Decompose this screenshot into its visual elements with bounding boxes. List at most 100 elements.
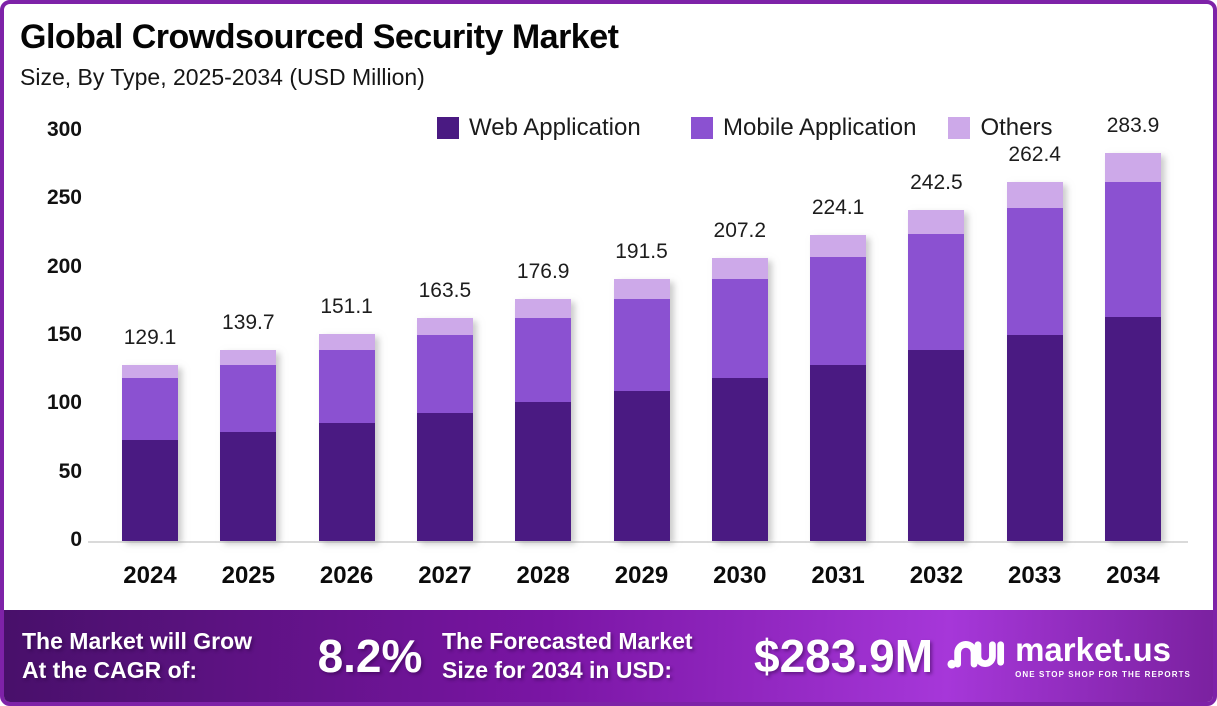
- legend-label-web-application: Web Application: [469, 114, 641, 141]
- bar-2026: [318, 334, 375, 541]
- bar-2034: [1105, 153, 1161, 541]
- legend-item-web-application: Web Application: [437, 114, 659, 142]
- bar-segment-mobile-application: [613, 298, 670, 391]
- bar-segment-mobile-application: [1006, 207, 1063, 336]
- market-us-logo: market.us ONE STOP SHOP FOR THE REPORTS: [947, 632, 1191, 681]
- bar-segment-mobile-application: [1105, 181, 1161, 317]
- page-title: Global Crowdsourced Security Market: [20, 18, 619, 56]
- bar-2033: [1006, 182, 1063, 541]
- market-us-logo-tagline: ONE STOP SHOP FOR THE REPORTS: [1015, 670, 1191, 679]
- x-axis-year-label: 2026: [319, 562, 374, 589]
- cagr-label: The Market will Grow At the CAGR of:: [22, 627, 304, 685]
- x-axis-line: [88, 541, 1188, 543]
- bar-total-label: 262.4: [1008, 143, 1061, 167]
- y-axis-tick-label: 0: [70, 528, 82, 551]
- bar-2028: [515, 299, 572, 541]
- bar-total-label: 283.9: [1106, 114, 1160, 137]
- forecast-label-line1: The Forecasted Market: [442, 628, 693, 655]
- bar-total-label: 176.9: [516, 260, 570, 284]
- x-axis-year-label: 2024: [123, 562, 177, 589]
- bar-segment-others: [416, 317, 473, 336]
- footer-banner: The Market will Grow At the CAGR of: 8.2…: [4, 610, 1213, 702]
- bar-segment-web-application: [1105, 316, 1161, 541]
- bar-segment-web-application: [122, 439, 178, 541]
- y-axis-tick-label: 250: [46, 186, 82, 210]
- cagr-value: 8.2%: [317, 630, 423, 682]
- bar-total-label: 242.5: [910, 170, 963, 194]
- legend-label-others: Others: [980, 114, 1053, 141]
- bar-segment-web-application: [810, 364, 867, 541]
- bar-segment-web-application: [1006, 335, 1063, 541]
- bar-segment-others: [220, 350, 277, 365]
- bar-segment-web-application: [416, 412, 473, 541]
- forecast-label-line2: Size for 2034 in USD:: [442, 657, 673, 683]
- bar-2027: [416, 317, 473, 541]
- legend-swatch-web-application: [437, 117, 459, 139]
- bar-total-label: 163.5: [418, 278, 472, 302]
- bar-segment-mobile-application: [810, 256, 867, 365]
- bar-segment-others: [908, 209, 965, 235]
- x-axis-year-label: 2033: [1007, 562, 1062, 589]
- x-axis-year-label: 2031: [811, 562, 865, 589]
- x-axis-year-label: 2030: [713, 562, 767, 589]
- bar-segment-mobile-application: [711, 278, 768, 379]
- y-axis-tick-label: 300: [46, 118, 82, 141]
- bar-segment-mobile-application: [122, 378, 178, 440]
- bar-segment-mobile-application: [416, 335, 473, 413]
- chart-area: Web Application Mobile Application Others …: [4, 4, 1213, 702]
- bar-segment-web-application: [515, 402, 572, 541]
- header: Global Crowdsourced Security Market Size…: [20, 18, 619, 91]
- bar-total-label: 129.1: [123, 325, 177, 349]
- bar-2032: [908, 209, 965, 541]
- forecast-value: $283.9M: [754, 630, 934, 682]
- bar-segment-mobile-application: [318, 349, 375, 423]
- bar-2031: [810, 234, 867, 541]
- bar-2030: [711, 257, 768, 541]
- y-axis-tick-label: 50: [58, 459, 82, 483]
- bar-segment-web-application: [711, 378, 768, 541]
- bar-segment-mobile-application: [220, 364, 277, 432]
- chart-legend: Web Application Mobile Application Others: [437, 114, 1057, 142]
- cagr-label-line2: At the CAGR of:: [22, 657, 198, 683]
- forecast-label: The Forecasted Market Size for 2034 in U…: [442, 627, 744, 685]
- bar-segment-others: [1006, 182, 1063, 208]
- bar-segment-others: [810, 234, 867, 257]
- x-axis-year-label: 2029: [614, 562, 669, 589]
- x-axis-year-label: 2028: [516, 562, 570, 589]
- bar-segment-others: [1105, 153, 1161, 182]
- page-subtitle: Size, By Type, 2025-2034 (USD Million): [20, 64, 425, 90]
- x-axis-year-label: 2032: [909, 562, 964, 589]
- bar-segment-mobile-application: [515, 317, 572, 403]
- y-axis-tick-label: 100: [46, 391, 82, 415]
- bar-segment-others: [318, 334, 375, 350]
- y-axis-tick-label: 200: [46, 254, 82, 278]
- bar-2029: [613, 279, 670, 541]
- legend-swatch-mobile-application: [691, 117, 713, 139]
- x-axis-year-label: 2034: [1106, 562, 1160, 589]
- legend-item-mobile-application: Mobile Application: [691, 114, 916, 142]
- legend-swatch-others: [948, 117, 971, 139]
- bar-segment-others: [122, 364, 178, 379]
- bar-total-label: 139.7: [222, 311, 275, 335]
- bar-2024: [122, 364, 178, 541]
- bar-segment-others: [515, 299, 572, 318]
- bar-segment-web-application: [220, 431, 277, 541]
- bar-segment-mobile-application: [908, 234, 965, 350]
- market-us-logo-text-block: market.us ONE STOP SHOP FOR THE REPORTS: [1015, 633, 1191, 679]
- legend-item-others: Others: [948, 114, 1052, 142]
- legend-label-mobile-application: Mobile Application: [723, 114, 917, 141]
- bar-segment-web-application: [908, 349, 965, 541]
- bar-segment-web-application: [318, 422, 375, 541]
- bar-total-label: 207.2: [713, 218, 767, 242]
- x-axis-year-label: 2025: [221, 562, 275, 589]
- cagr-label-line1: The Market will Grow: [22, 628, 253, 655]
- bar-total-label: 191.5: [615, 240, 668, 264]
- market-us-logo-icon: [947, 632, 1005, 681]
- market-us-logo-text: market.us: [1015, 631, 1171, 668]
- bar-total-label: 224.1: [811, 195, 865, 219]
- bar-segment-web-application: [613, 390, 670, 541]
- x-axis-year-label: 2027: [418, 562, 472, 589]
- bar-segment-others: [613, 279, 670, 299]
- bar-total-label: 151.1: [320, 295, 373, 319]
